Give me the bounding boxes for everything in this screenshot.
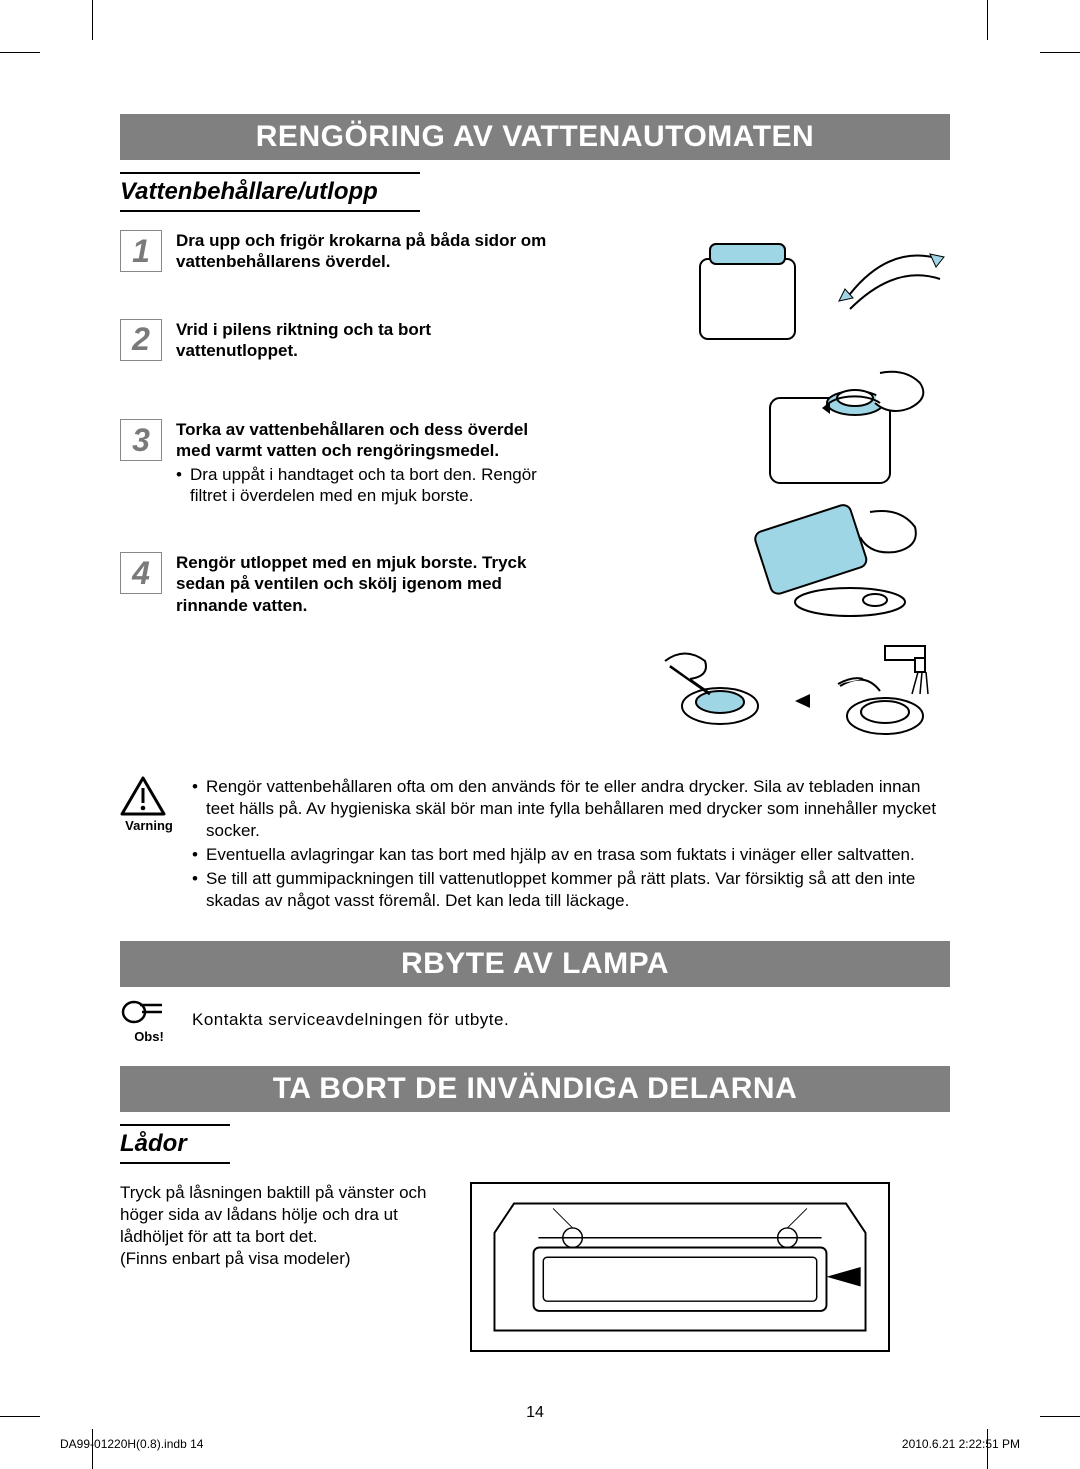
note-block: Obs! Kontakta serviceavdelningen för utb… <box>120 997 950 1044</box>
section-banner-3: TA BORT DE INVÄNDIGA DELARNA <box>120 1066 950 1112</box>
bullet-icon: • <box>192 868 206 912</box>
illustration-step-3 <box>720 502 950 622</box>
step-number: 2 <box>120 319 162 361</box>
drawers-text-1: Tryck på låsningen baktill på vänster oc… <box>120 1182 440 1248</box>
step-number: 1 <box>120 230 162 272</box>
footer-timestamp: 2010.6.21 2:22:51 PM <box>902 1437 1020 1451</box>
bullet-icon: • <box>192 844 206 866</box>
warning-label: Varning <box>120 818 178 835</box>
step-number: 4 <box>120 552 162 594</box>
step-title: Torka av vattenbehållaren och dess överd… <box>176 419 550 462</box>
subheading-1: Vattenbehållare/utlopp <box>120 178 950 206</box>
note-text: Kontakta serviceavdelningen för utbyte. <box>192 1010 950 1030</box>
page-content: RENGÖRING AV VATTENAUTOMATEN Vattenbehål… <box>120 100 950 1352</box>
step-1: 1 Dra upp och frigör krokarna på båda si… <box>120 230 550 273</box>
subheading-1-wrap: Vattenbehållare/utlopp <box>120 172 950 212</box>
warning-text-3: Se till att gummipackningen till vattenu… <box>206 868 950 912</box>
print-footer: DA99-01220H(0.8).indb 14 2010.6.21 2:22:… <box>60 1437 1020 1451</box>
section-banner-2: RBYTE AV LAMPA <box>120 941 950 987</box>
step-title: Vrid i pilens riktning och ta bort vatte… <box>176 319 550 362</box>
step-4: 4 Rengör utloppet med en mjuk borste. Tr… <box>120 552 550 616</box>
step-number: 3 <box>120 419 162 461</box>
warning-text-2: Eventuella avlagringar kan tas bort med … <box>206 844 950 866</box>
illustration-step-1 <box>690 234 950 344</box>
page-number: 14 <box>120 1404 950 1422</box>
illustration-step-4 <box>660 636 950 746</box>
note-label: Obs! <box>120 1029 178 1044</box>
step-3: 3 Torka av vattenbehållaren och dess öve… <box>120 419 550 506</box>
bullet-icon: • <box>192 776 206 842</box>
step-title: Dra upp och frigör krokarna på båda sido… <box>176 230 550 273</box>
step-detail: Dra uppåt i handtaget och ta bort den. R… <box>190 464 550 507</box>
step-2: 2 Vrid i pilens riktning och ta bort vat… <box>120 319 550 362</box>
drawers-text-2: (Finns enbart på visa modeler) <box>120 1248 440 1270</box>
footer-file: DA99-01220H(0.8).indb 14 <box>60 1437 203 1451</box>
bullet-icon: • <box>176 464 190 507</box>
warning-icon <box>120 776 166 816</box>
subheading-2: Lådor <box>120 1130 950 1158</box>
section-banner-1: RENGÖRING AV VATTENAUTOMATEN <box>120 114 950 160</box>
drawers-row: Tryck på låsningen baktill på vänster oc… <box>120 1182 950 1352</box>
illustration-column <box>570 230 950 746</box>
note-icon <box>120 997 166 1027</box>
warning-text-1: Rengör vattenbehållaren ofta om den anvä… <box>206 776 950 842</box>
subheading-2-wrap: Lådor <box>120 1124 950 1164</box>
steps-area: 1 Dra upp och frigör krokarna på båda si… <box>120 230 950 746</box>
step-title: Rengör utloppet med en mjuk borste. Tryc… <box>176 552 550 616</box>
illustration-step-2 <box>740 358 950 488</box>
illustration-drawers <box>470 1182 890 1352</box>
warning-block: Varning •Rengör vattenbehållaren ofta om… <box>120 776 950 915</box>
